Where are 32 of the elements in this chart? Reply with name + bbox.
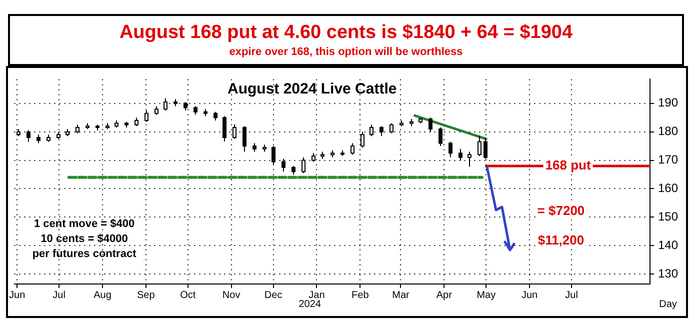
- y-tick-label: 170: [658, 152, 678, 167]
- y-tick-label: 190: [658, 96, 678, 110]
- series-label: 168 put: [545, 158, 592, 173]
- annotation: $11,200: [538, 232, 584, 248]
- x-tick-label: May: [476, 290, 496, 301]
- chart-subtitle: expire over 168, this option will be worthless: [228, 46, 464, 58]
- x-tick-label: Jun: [521, 290, 538, 301]
- x-tick-label: Jan: [308, 290, 325, 301]
- x-tick-label: Dec: [264, 290, 282, 301]
- annotation: August 2024 Live Cattle: [228, 80, 397, 98]
- chart-title: August 168 put at 4.60 cents is $1840 + 64 = $1904: [118, 22, 574, 44]
- x-axis-title: Day: [659, 298, 677, 310]
- y-tick-label: 150: [658, 209, 678, 224]
- x-tick-label: Oct: [180, 290, 196, 301]
- x-tick-label: Mar: [392, 290, 410, 301]
- x-tick-label: Jun: [9, 290, 26, 301]
- x-tick-label: Jul: [52, 290, 66, 301]
- y-tick-label: 140: [658, 238, 678, 252]
- x-tick-label: Nov: [222, 290, 240, 301]
- annotation: 1 cent move = $400: [34, 218, 135, 230]
- x-tick-label: Apr: [436, 290, 453, 301]
- annotation: per futures contract: [32, 248, 137, 260]
- x-tick-label: Jul: [565, 290, 578, 301]
- x-tick-label: Feb: [352, 290, 370, 301]
- y-tick-label: 180: [658, 124, 678, 138]
- y-tick-label: 160: [658, 181, 678, 196]
- x-tick-label: Aug: [94, 290, 112, 301]
- y-tick-label: 130: [658, 266, 678, 280]
- x-tick-label: Sep: [136, 290, 156, 301]
- annotation: 10 cents = $4000: [40, 233, 128, 246]
- annotation: = $7200: [537, 202, 585, 218]
- text: 2024: [298, 298, 322, 310]
